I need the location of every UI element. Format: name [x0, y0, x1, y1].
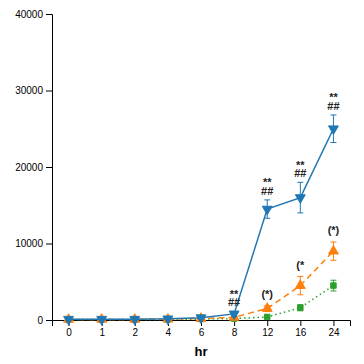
marker — [229, 312, 239, 321]
tick-label: 2 — [132, 327, 138, 338]
error-bar-cap — [330, 142, 336, 143]
error-bar — [297, 305, 303, 311]
tick-label: 0 — [66, 327, 72, 338]
tick-mark — [46, 320, 52, 321]
x-tick: 12 — [262, 320, 274, 338]
chart: 010000200003000040000012468121624**##**#… — [0, 0, 364, 364]
tick-label: 24 — [328, 327, 340, 338]
marker — [264, 314, 269, 319]
error-bar-cap — [297, 182, 303, 183]
tick-mark — [333, 320, 334, 326]
annotation: ## — [327, 100, 339, 112]
annotation: (*) — [261, 288, 273, 300]
marker — [97, 316, 107, 325]
tick-label: 12 — [262, 327, 274, 338]
marker — [295, 280, 305, 289]
line — [69, 251, 334, 319]
marker — [329, 126, 339, 135]
annotations: **##**##(*)**##(***##(*) — [228, 91, 340, 308]
marker — [329, 245, 339, 254]
tick-mark — [300, 320, 301, 326]
marker — [196, 315, 206, 324]
y-tick: 40000 — [15, 9, 52, 20]
x-tick: 16 — [295, 320, 307, 338]
line — [69, 129, 334, 319]
tick-mark — [46, 167, 52, 168]
error-bar-cap — [330, 260, 336, 261]
annotation: ## — [261, 185, 273, 197]
axis-line — [46, 15, 53, 321]
y-tick: 30000 — [15, 85, 52, 96]
error-bar-cap — [330, 290, 336, 291]
tick-mark — [267, 320, 268, 326]
marker — [229, 311, 239, 320]
marker — [64, 316, 74, 325]
error-bar-cap — [297, 212, 303, 213]
marks — [64, 115, 339, 325]
tick-label: 16 — [295, 327, 307, 338]
annotation: (* — [296, 259, 305, 271]
tick-mark — [46, 91, 52, 92]
y-tick: 0 — [37, 315, 52, 326]
y-axis: 0 10000 20000 30000 40000 — [15, 9, 52, 326]
tick-label: 40000 — [15, 9, 43, 20]
marker — [331, 283, 336, 288]
marker — [163, 316, 173, 325]
tick-label: 30000 — [15, 85, 43, 96]
error-bar-cap — [330, 114, 336, 115]
error-bar-cap — [330, 241, 336, 242]
plot: 010000200003000040000012468121624**##**#… — [15, 9, 350, 338]
annotation: ## — [294, 167, 306, 179]
marker — [262, 303, 272, 312]
tick-mark — [46, 14, 52, 15]
tick-label: 6 — [199, 327, 205, 338]
tick-label: 4 — [166, 327, 172, 338]
error-bar-cap — [330, 280, 336, 281]
tick-label: 0 — [37, 315, 43, 326]
x-tick: 8 — [232, 320, 238, 338]
marker — [130, 316, 140, 325]
x-tick: 24 — [328, 320, 340, 338]
error-bar-cap — [264, 199, 270, 200]
annotation: (*) — [328, 224, 340, 236]
error-bar-cap — [264, 218, 270, 219]
marker — [262, 206, 272, 215]
x-axis-label: hr — [195, 344, 208, 359]
marker — [298, 305, 303, 310]
tick-label: 1 — [99, 327, 105, 338]
series — [64, 242, 339, 322]
y-tick: 10000 — [15, 238, 52, 249]
tick-label: 20000 — [15, 162, 43, 173]
tick-label: 8 — [232, 327, 238, 338]
y-tick: 20000 — [15, 162, 52, 173]
tick-label: 10000 — [15, 238, 43, 249]
tick-mark — [46, 244, 52, 245]
series — [64, 115, 339, 325]
error-bar-cap — [297, 276, 303, 277]
annotation: ## — [228, 296, 240, 308]
error-bar-cap — [297, 294, 303, 295]
error-bar — [330, 280, 336, 291]
marker — [295, 195, 305, 204]
